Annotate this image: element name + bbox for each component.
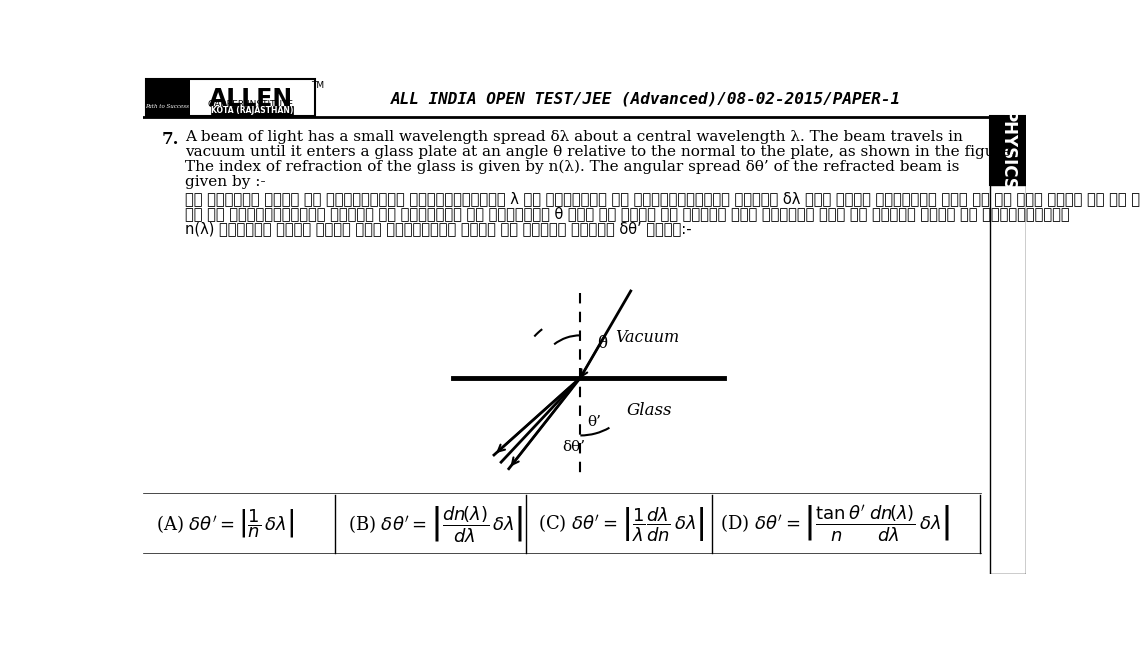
Text: PHYSICS: PHYSICS: [999, 110, 1017, 191]
Text: n(λ) द्वारा दिया जाता है। अपवर्तित पुंज का कोणीय फैलाव δθ’ होगा:-: n(λ) द्वारा दिया जाता है। अपवर्तित पुंज …: [185, 221, 692, 236]
Text: θ’: θ’: [587, 415, 601, 430]
Bar: [990, 185, 1026, 574]
Text: Glass: Glass: [627, 402, 673, 419]
Text: (D) $\delta\theta^{\prime} = \left|\dfrac{\tan\theta^{\prime}\;dn\!\left(\lambda: (D) $\delta\theta^{\prime} = \left|\dfra…: [719, 504, 951, 544]
Text: एक प्रकाश पुंज का केन्द्रीय तरंगदैर्घ्य λ के सापेक्ष कम तरंगदैर्घ्य फैलाव δλ है।: एक प्रकाश पुंज का केन्द्रीय तरंगदैर्घ्य …: [185, 192, 1140, 206]
Text: (B) $\delta\theta^{\prime} = \left|\dfrac{dn\!\left(\lambda\right)}{d\lambda}\,\: (B) $\delta\theta^{\prime} = \left|\dfra…: [348, 504, 523, 544]
Text: given by :-: given by :-: [185, 175, 266, 189]
Text: A beam of light has a small wavelength spread δλ about a central wavelength λ. T: A beam of light has a small wavelength s…: [185, 130, 963, 144]
Bar: [990, 116, 1026, 185]
Bar: [146, 79, 315, 116]
Text: 7.: 7.: [162, 132, 179, 148]
Text: ALL INDIA OPEN TEST/JEE (Advanced)/08-02-2015/PAPER-1: ALL INDIA OPEN TEST/JEE (Advanced)/08-02…: [391, 92, 902, 106]
Text: KOTA (RAJASTHAN): KOTA (RAJASTHAN): [211, 106, 293, 115]
Text: CAREER INSTITUTE: CAREER INSTITUTE: [209, 100, 293, 109]
Text: The index of refraction of the glass is given by n(λ). The angular spread δθ’ of: The index of refraction of the glass is …: [185, 160, 960, 174]
Bar: [146, 79, 189, 116]
Text: (A) $\delta\theta^{\prime} = \left|\dfrac{1}{n}\,\delta\lambda\right|$: (A) $\delta\theta^{\prime} = \left|\dfra…: [156, 508, 294, 541]
Text: कि यह चित्रानुसार प्लेट के अभिलम्ब के सापेक्ष θ कोण पर काँच की प्लेट में प्रवेश : कि यह चित्रानुसार प्लेट के अभिलम्ब के सा…: [185, 206, 1069, 221]
Text: vacuum until it enters a glass plate at an angle θ relative to the normal to the: vacuum until it enters a glass plate at …: [185, 144, 1016, 159]
Text: ALLEN: ALLEN: [209, 86, 293, 111]
Text: δθ’: δθ’: [563, 440, 586, 454]
Bar: [211, 106, 293, 115]
Text: Path to Success: Path to Success: [145, 104, 189, 109]
Text: (C) $\delta\theta^{\prime} = \left|\dfrac{1}{\lambda}\dfrac{d\lambda}{dn}\,\delt: (C) $\delta\theta^{\prime} = \left|\dfra…: [538, 505, 705, 543]
Text: Vacuum: Vacuum: [616, 329, 679, 346]
Text: θ: θ: [597, 335, 608, 352]
Text: TM: TM: [311, 81, 325, 90]
